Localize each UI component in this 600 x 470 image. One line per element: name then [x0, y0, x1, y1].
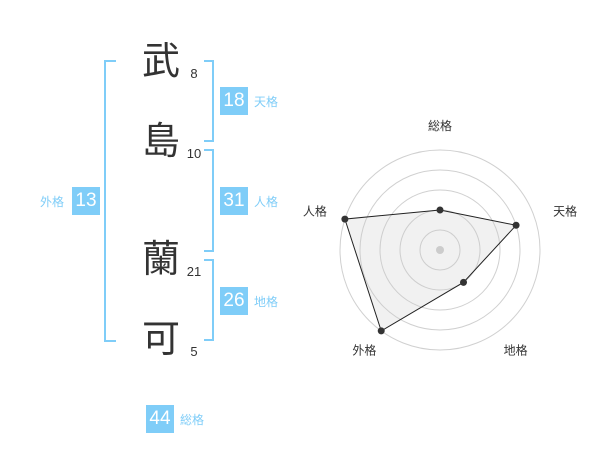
axis-label-tenkaku: 天格: [553, 204, 577, 219]
name-char-4: 可: [141, 317, 180, 361]
tenkaku-bracket: [204, 60, 214, 142]
gaikaku-value: 13: [72, 187, 100, 215]
gaikaku-label: 外格: [40, 195, 65, 209]
soukaku-label: 総格: [180, 413, 205, 427]
chikaku-label: 地格: [254, 295, 279, 309]
stroke-count-1: 8: [190, 66, 198, 81]
radar-point: [436, 206, 444, 214]
axis-label-gaikaku: 外格: [352, 342, 376, 357]
radar-point: [460, 278, 468, 286]
name-char-2: 島: [141, 119, 180, 163]
name-char-3: 蘭: [141, 237, 180, 281]
tenkaku-label: 天格: [254, 95, 279, 109]
radar-area: [344, 209, 518, 332]
name-char-1: 武: [141, 39, 180, 83]
stroke-count-4: 5: [190, 344, 198, 359]
axis-label-jinkaku: 人格: [303, 204, 327, 219]
soukaku-value: 44: [146, 405, 174, 433]
radar-point: [341, 215, 349, 223]
radar-center: [436, 246, 444, 254]
axis-label-soukaku: 総格: [428, 118, 452, 133]
jinkaku-value: 31: [220, 187, 248, 215]
tenkaku-value: 18: [220, 87, 248, 115]
radar-ring: [339, 149, 541, 351]
jinkaku-label: 人格: [254, 195, 279, 209]
radar-ring: [419, 229, 461, 271]
chikaku-bracket: [204, 259, 214, 341]
stroke-count-3: 21: [186, 264, 202, 279]
radar-ring: [379, 189, 501, 311]
radar-ring: [359, 169, 521, 331]
stroke-count-2: 10: [186, 146, 202, 161]
radar-point: [377, 327, 385, 335]
radar-point: [512, 221, 520, 229]
chikaku-value: 26: [220, 287, 248, 315]
jinkaku-bracket: [204, 149, 214, 252]
gaikaku-bracket: [104, 60, 116, 342]
axis-label-chikaku: 地格: [504, 342, 528, 357]
